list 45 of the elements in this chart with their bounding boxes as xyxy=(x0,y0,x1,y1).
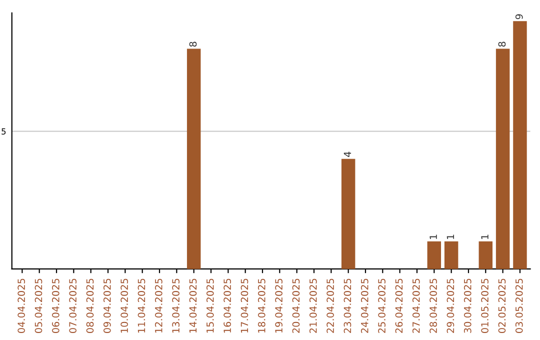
x-tick-label: 03.05.2025 xyxy=(515,278,523,333)
x-tick-label: 19.04.2025 xyxy=(275,278,282,333)
data-label: 1 xyxy=(481,234,488,239)
x-tick-label: 27.04.2025 xyxy=(412,278,420,333)
data-label: 4 xyxy=(344,152,352,157)
data-label: 1 xyxy=(430,234,437,239)
x-tick-label: 14.04.2025 xyxy=(189,278,197,333)
x-tick-label: 30.04.2025 xyxy=(464,278,472,333)
x-tick-label: 25.04.2025 xyxy=(378,278,386,333)
x-tick-label: 08.04.2025 xyxy=(86,278,94,333)
x-tick-label: 17.04.2025 xyxy=(240,278,248,333)
bar xyxy=(496,48,510,269)
data-label: 9 xyxy=(515,14,523,20)
data-label: 8 xyxy=(498,42,506,47)
x-tick-label: 12.04.2025 xyxy=(154,278,162,333)
x-tick-label: 09.04.2025 xyxy=(103,278,111,333)
bar xyxy=(341,158,356,269)
bar xyxy=(478,241,493,269)
x-tick-label: 21.04.2025 xyxy=(309,278,317,333)
x-tick-label: 20.04.2025 xyxy=(292,278,300,333)
x-tick-label: 23.04.2025 xyxy=(344,278,352,333)
data-label: 1 xyxy=(446,234,454,239)
bar xyxy=(444,241,458,269)
x-tick-label: 04.04.2025 xyxy=(18,278,25,333)
x-tick-label: 02.05.2025 xyxy=(498,278,506,333)
data-label: 8 xyxy=(189,42,197,47)
x-tick-label: 01.05.2025 xyxy=(481,278,488,333)
x-tick-label: 07.04.2025 xyxy=(69,278,76,333)
x-tick-label: 29.04.2025 xyxy=(446,278,454,333)
bar xyxy=(513,21,527,269)
x-tick-label: 16.04.2025 xyxy=(224,278,231,333)
x-tick-label: 05.04.2025 xyxy=(34,278,42,333)
bar xyxy=(186,48,201,269)
y-tick-label: 5 xyxy=(2,128,6,135)
x-tick-label: 15.04.2025 xyxy=(206,278,214,333)
x-tick-label: 24.04.2025 xyxy=(360,278,368,333)
x-tick-label: 18.04.2025 xyxy=(258,278,266,333)
bar xyxy=(427,241,442,269)
x-tick-label: 11.04.2025 xyxy=(138,278,146,333)
x-tick-label: 22.04.2025 xyxy=(326,278,334,333)
x-tick-label: 28.04.2025 xyxy=(430,278,437,333)
x-tick-label: 13.04.2025 xyxy=(172,278,180,333)
x-tick-label: 06.04.2025 xyxy=(52,278,60,333)
x-tick-label: 26.04.2025 xyxy=(395,278,403,333)
x-tick-label: 10.04.2025 xyxy=(120,278,128,333)
